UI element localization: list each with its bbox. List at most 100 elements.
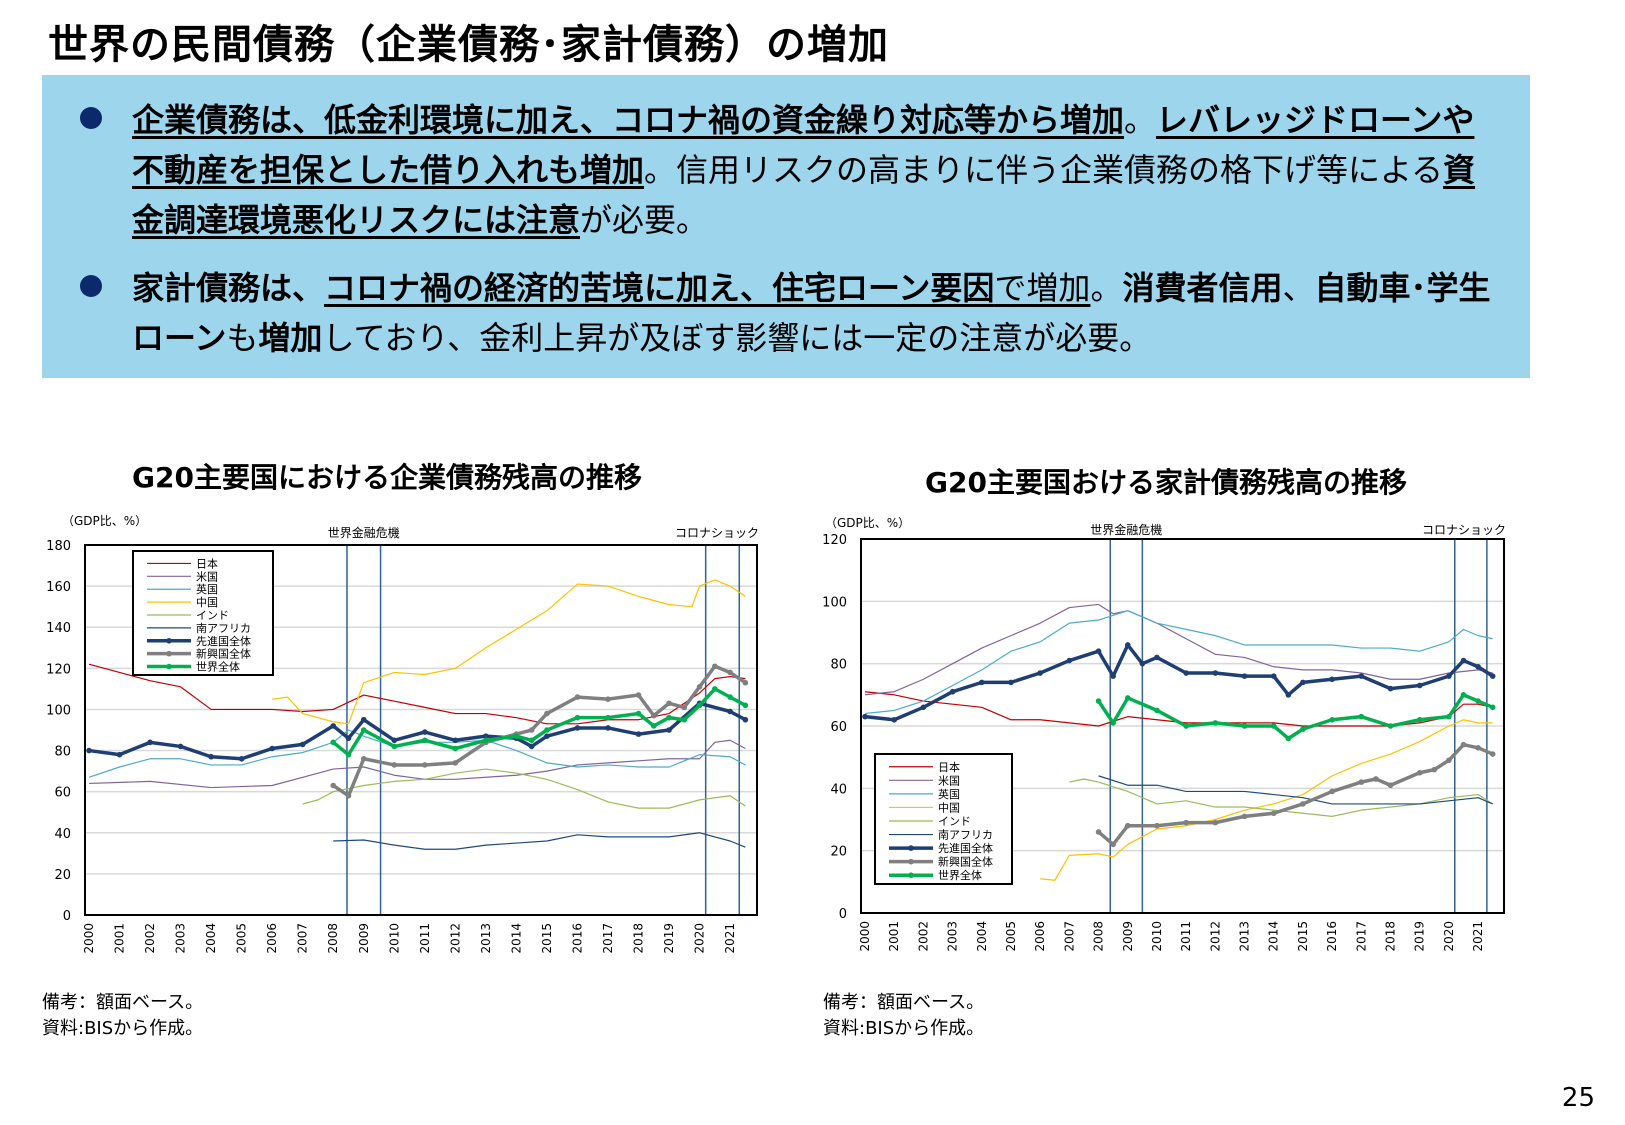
data-point xyxy=(1270,723,1277,729)
page-number: 25 xyxy=(1561,1083,1595,1113)
data-point xyxy=(681,704,688,711)
data-point xyxy=(391,743,398,750)
data-point xyxy=(1358,673,1365,679)
series-line-4 xyxy=(302,768,746,809)
data-point xyxy=(635,710,642,717)
data-point xyxy=(422,762,428,768)
x-tick-label: 2020 xyxy=(1442,921,1456,952)
page-title: 世界の民間債務（企業債務･家計債務）の増加 xyxy=(48,22,889,68)
data-point xyxy=(712,663,718,670)
data-point xyxy=(1095,829,1102,835)
data-point xyxy=(650,712,657,719)
chart-title-corporate: G20主要国における企業債務残高の推移 xyxy=(132,461,642,494)
remark: 備考：額面ベース。 xyxy=(42,992,204,1013)
x-tick-label: 2003 xyxy=(174,923,188,954)
x-tick-label: 2007 xyxy=(296,923,310,954)
bullet-text: 家計債務は、コロナ禍の経済的苦境に加え、住宅ローン要因で増加。消費者信用、自動車… xyxy=(132,263,1500,363)
text-segment: も xyxy=(226,319,259,357)
x-tick-label: 2015 xyxy=(540,923,554,954)
data-point xyxy=(1139,660,1146,667)
data-point xyxy=(1358,713,1365,720)
bullet-text: 企業債務は、低金利環境に加え、コロナ禍の資金繰り対応等から増加。レバレッジドロー… xyxy=(132,95,1500,245)
data-point xyxy=(742,679,749,686)
legend-marker xyxy=(166,663,172,670)
series-line-4 xyxy=(1069,778,1494,817)
data-point xyxy=(1460,657,1467,664)
data-point xyxy=(1416,769,1423,776)
x-tick-label: 2013 xyxy=(1238,921,1252,952)
data-point xyxy=(1373,776,1379,782)
x-tick-label: 2013 xyxy=(479,923,493,954)
legend-marker xyxy=(166,637,172,644)
data-point xyxy=(1489,704,1496,711)
legend-marker xyxy=(908,845,914,851)
bullet-dot-icon xyxy=(80,275,102,297)
x-tick-label: 2004 xyxy=(975,921,989,952)
x-tick-label: 2001 xyxy=(113,923,127,954)
data-point xyxy=(1154,654,1160,661)
x-tick-label: 2014 xyxy=(509,923,523,954)
data-point xyxy=(1037,670,1043,676)
data-point xyxy=(1460,741,1467,748)
x-tick-label: 2019 xyxy=(1413,921,1427,952)
x-tick-label: 2005 xyxy=(235,923,249,954)
legend-label: 新興国全体 xyxy=(196,647,251,661)
data-point xyxy=(650,723,657,729)
y-tick-label: 100 xyxy=(822,595,847,610)
text-segment: 家計債務は、 xyxy=(132,269,325,307)
bullet-corporate-debt: 企業債務は、低金利環境に加え、コロナ禍の資金繰り対応等から増加。レバレッジドロー… xyxy=(80,95,1500,245)
x-tick-label: 2014 xyxy=(1267,921,1281,952)
data-point xyxy=(862,713,868,720)
data-point xyxy=(1300,801,1306,807)
x-tick-label: 2008 xyxy=(326,923,340,954)
y-tick-label: 160 xyxy=(46,580,71,595)
series-line-3 xyxy=(272,579,746,725)
y-tick-label: 20 xyxy=(830,845,847,860)
y-tick-label: 80 xyxy=(830,658,847,673)
chart-notes-household: 備考：額面ベース。 資料:BISから作成。 xyxy=(823,990,984,1042)
data-point xyxy=(147,739,153,746)
x-tick-label: 2020 xyxy=(693,923,707,954)
data-point xyxy=(208,753,214,760)
x-tick-label: 2021 xyxy=(723,923,737,954)
data-point xyxy=(696,684,703,690)
text-segment: 企業債務は、低金利環境に加え、コロナ禍の資金繰り対応等から増加 xyxy=(132,101,1125,139)
data-point xyxy=(1241,813,1248,820)
text-segment: 。 xyxy=(1124,101,1157,139)
x-tick-label: 2000 xyxy=(858,921,872,952)
legend-label: 世界全体 xyxy=(196,660,240,674)
data-point xyxy=(116,751,123,758)
text-segment: で増加 xyxy=(994,269,1091,307)
legend-label: 南アフリカ xyxy=(196,622,251,635)
data-point xyxy=(1241,673,1248,679)
data-point xyxy=(574,694,581,700)
chart-title-household: G20主要国おける家計債務残高の推移 xyxy=(925,466,1407,499)
data-point xyxy=(391,762,398,768)
y-tick-label: 20 xyxy=(54,868,71,883)
legend-label: 先進国全体 xyxy=(196,634,251,648)
data-point xyxy=(299,741,306,748)
data-point xyxy=(1183,723,1189,729)
bullet-household-debt: 家計債務は、コロナ禍の経済的苦境に加え、住宅ローン要因で増加。消費者信用、自動車… xyxy=(80,263,1500,363)
data-point xyxy=(330,723,337,729)
data-point xyxy=(452,737,459,744)
y-axis-unit: （GDP比、%） xyxy=(825,516,910,530)
legend-label: インド xyxy=(938,815,971,828)
text-segment: 、 xyxy=(1282,269,1315,307)
data-point xyxy=(891,716,897,723)
data-point xyxy=(1212,670,1219,676)
data-point xyxy=(238,755,245,762)
data-point xyxy=(727,694,733,700)
data-point xyxy=(1124,822,1131,829)
series-line-0 xyxy=(88,663,746,725)
series-line-8 xyxy=(1097,693,1494,741)
data-point xyxy=(605,696,611,702)
x-tick-label: 2021 xyxy=(1471,921,1485,952)
plot-frame xyxy=(84,544,758,916)
series-line-1 xyxy=(864,603,1493,696)
legend-marker xyxy=(908,858,914,865)
data-point xyxy=(574,725,581,731)
x-tick-label: 2003 xyxy=(946,921,960,952)
data-point xyxy=(544,727,550,733)
summary-box xyxy=(42,75,1530,378)
